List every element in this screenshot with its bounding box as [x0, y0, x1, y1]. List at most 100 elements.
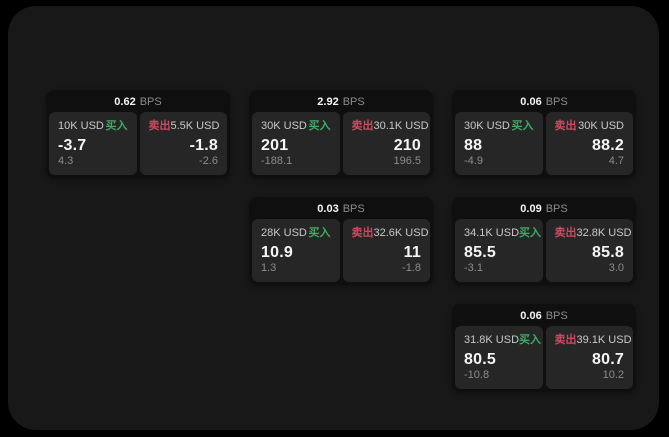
- sell-cell-top: 卖出 32.6K USD: [351, 227, 429, 240]
- sell-sub-value: -1.8: [402, 262, 421, 274]
- sell-price: 11: [403, 244, 421, 261]
- card-body: 30K USD 买入 201 -188.1 卖出 30.1K USD 210 1…: [252, 112, 430, 175]
- buy-cell-top: 31.8K USD 买入: [464, 334, 541, 347]
- bps-unit: BPS: [545, 310, 568, 322]
- buy-sub-value: 1.3: [261, 262, 277, 274]
- buy-price: 80.5: [464, 351, 496, 368]
- buy-price: 85.5: [464, 244, 496, 261]
- buy-sub-value: -10.8: [464, 369, 490, 381]
- quote-card: 0.62 BPS 10K USD 买入 -3.7 4.3 卖出 5.5K USD…: [46, 90, 230, 178]
- sell-quote-button[interactable]: 卖出 39.1K USD 80.7 10.2: [545, 326, 633, 389]
- sell-sub-value: -2.6: [199, 155, 218, 167]
- sell-quote-button[interactable]: 卖出 32.8K USD 85.8 3.0: [545, 219, 633, 282]
- card-body: 10K USD 买入 -3.7 4.3 卖出 5.5K USD -1.8 -2.…: [49, 112, 227, 175]
- buy-cell-top: 34.1K USD 买入: [464, 227, 541, 240]
- bps-value: 0.06: [520, 310, 542, 322]
- card-header: 0.09 BPS: [455, 200, 633, 219]
- sell-sub-value: 4.7: [608, 155, 624, 167]
- sell-quote-button[interactable]: 卖出 30.1K USD 210 196.5: [342, 112, 430, 175]
- card-header: 0.06 BPS: [455, 307, 633, 326]
- quote-card: 0.06 BPS 31.8K USD 买入 80.5 -10.8 卖出 39.1…: [452, 304, 636, 392]
- sell-side-tag: 卖出: [148, 120, 171, 132]
- buy-size-label: 28K USD: [261, 227, 307, 239]
- buy-side-tag: 买入: [308, 227, 331, 239]
- sell-sub-value: 3.0: [608, 262, 624, 274]
- bps-value: 2.92: [317, 96, 339, 108]
- bps-value: 0.09: [520, 203, 542, 215]
- sell-size-label: 32.8K USD: [576, 227, 632, 239]
- buy-sub-value: -4.9: [464, 155, 483, 167]
- bps-value: 0.03: [317, 203, 339, 215]
- buy-side-tag: 买入: [308, 120, 331, 132]
- sell-cell-top: 卖出 30K USD: [555, 120, 625, 133]
- buy-size-label: 30K USD: [261, 120, 307, 132]
- sell-side-tag: 卖出: [351, 227, 374, 239]
- sell-side-tag: 卖出: [554, 227, 577, 239]
- sell-size-label: 5.5K USD: [170, 120, 220, 132]
- bps-unit: BPS: [342, 96, 365, 108]
- buy-quote-button[interactable]: 10K USD 买入 -3.7 4.3: [49, 112, 137, 175]
- bps-unit: BPS: [139, 96, 162, 108]
- app-panel: 0.62 BPS 10K USD 买入 -3.7 4.3 卖出 5.5K USD…: [8, 6, 659, 430]
- sell-size-label: 30.1K USD: [373, 120, 429, 132]
- sell-side-tag: 卖出: [554, 334, 577, 346]
- buy-size-label: 30K USD: [464, 120, 510, 132]
- sell-cell-top: 卖出 39.1K USD: [554, 334, 632, 347]
- sell-size-label: 39.1K USD: [576, 334, 632, 346]
- quote-card: 0.09 BPS 34.1K USD 买入 85.5 -3.1 卖出 32.8K…: [452, 197, 636, 285]
- sell-cell-top: 卖出 32.8K USD: [554, 227, 632, 240]
- quote-cards-grid: 0.62 BPS 10K USD 买入 -3.7 4.3 卖出 5.5K USD…: [46, 90, 636, 392]
- card-header: 0.06 BPS: [455, 93, 633, 112]
- buy-price: -3.7: [58, 137, 87, 154]
- buy-price: 10.9: [261, 244, 293, 261]
- sell-sub-value: 196.5: [393, 155, 421, 167]
- buy-sub-value: -188.1: [261, 155, 293, 167]
- sell-price: 210: [393, 137, 421, 154]
- buy-cell-top: 30K USD 买入: [464, 120, 534, 133]
- sell-price: -1.8: [189, 137, 218, 154]
- bps-unit: BPS: [342, 203, 365, 215]
- sell-size-label: 32.6K USD: [373, 227, 429, 239]
- sell-size-label: 30K USD: [578, 120, 624, 132]
- buy-quote-button[interactable]: 34.1K USD 买入 85.5 -3.1: [455, 219, 543, 282]
- buy-quote-button[interactable]: 30K USD 买入 201 -188.1: [252, 112, 340, 175]
- buy-cell-top: 28K USD 买入: [261, 227, 331, 240]
- buy-quote-button[interactable]: 30K USD 买入 88 -4.9: [455, 112, 543, 175]
- sell-price: 85.8: [592, 244, 624, 261]
- buy-quote-button[interactable]: 31.8K USD 买入 80.5 -10.8: [455, 326, 543, 389]
- buy-side-tag: 买入: [511, 120, 534, 132]
- card-header: 0.03 BPS: [252, 200, 430, 219]
- sell-side-tag: 卖出: [351, 120, 374, 132]
- buy-size-label: 34.1K USD: [464, 227, 520, 239]
- sell-quote-button[interactable]: 卖出 30K USD 88.2 4.7: [545, 112, 633, 175]
- sell-cell-top: 卖出 5.5K USD: [148, 120, 220, 133]
- buy-quote-button[interactable]: 28K USD 买入 10.9 1.3: [252, 219, 340, 282]
- sell-price: 88.2: [592, 137, 624, 154]
- buy-price: 88: [464, 137, 483, 154]
- sell-quote-button[interactable]: 卖出 32.6K USD 11 -1.8: [342, 219, 430, 282]
- bps-value: 0.62: [114, 96, 136, 108]
- card-body: 28K USD 买入 10.9 1.3 卖出 32.6K USD 11 -1.8: [252, 219, 430, 282]
- sell-price: 80.7: [592, 351, 624, 368]
- buy-side-tag: 买入: [105, 120, 128, 132]
- card-header: 2.92 BPS: [252, 93, 430, 112]
- buy-price: 201: [261, 137, 289, 154]
- buy-cell-top: 30K USD 买入: [261, 120, 331, 133]
- quote-card: 0.03 BPS 28K USD 买入 10.9 1.3 卖出 32.6K US…: [249, 197, 433, 285]
- card-body: 34.1K USD 买入 85.5 -3.1 卖出 32.8K USD 85.8…: [455, 219, 633, 282]
- buy-sub-value: 4.3: [58, 155, 74, 167]
- buy-size-label: 31.8K USD: [464, 334, 520, 346]
- quote-card: 2.92 BPS 30K USD 买入 201 -188.1 卖出 30.1K …: [249, 90, 433, 178]
- card-body: 30K USD 买入 88 -4.9 卖出 30K USD 88.2 4.7: [455, 112, 633, 175]
- bps-value: 0.06: [520, 96, 542, 108]
- buy-sub-value: -3.1: [464, 262, 483, 274]
- card-header: 0.62 BPS: [49, 93, 227, 112]
- buy-size-label: 10K USD: [58, 120, 104, 132]
- quote-card: 0.06 BPS 30K USD 买入 88 -4.9 卖出 30K USD 8…: [452, 90, 636, 178]
- bps-unit: BPS: [545, 96, 568, 108]
- buy-side-tag: 买入: [519, 227, 542, 239]
- sell-sub-value: 10.2: [602, 369, 624, 381]
- sell-quote-button[interactable]: 卖出 5.5K USD -1.8 -2.6: [139, 112, 227, 175]
- card-body: 31.8K USD 买入 80.5 -10.8 卖出 39.1K USD 80.…: [455, 326, 633, 389]
